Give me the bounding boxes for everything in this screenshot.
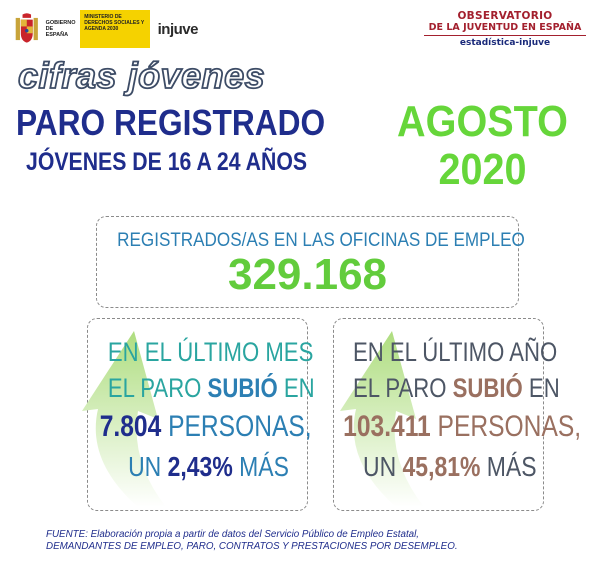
last-year-line3: 103.411 PERSONAS, xyxy=(343,410,582,443)
up-arrow-icon xyxy=(340,331,424,507)
observatorio-line2: DE LA JUVENTUD EN ESPAÑA xyxy=(424,22,586,36)
last-month-line3: 7.804 PERSONAS, xyxy=(99,410,312,443)
last-year-amount: 103.411 xyxy=(343,410,431,443)
series-title: cifras jóvenes xyxy=(17,54,266,97)
last-month-line1: EN EL ÚLTIMO MES xyxy=(107,337,314,367)
last-month-direction: SUBIÓ xyxy=(207,373,278,403)
period-label: AGOSTO 2020 xyxy=(395,98,571,194)
last-year-line1: EN EL ÚLTIMO AÑO xyxy=(352,337,558,367)
source-line1: FUENTE: Elaboración propia a partir de d… xyxy=(46,529,420,540)
ministry-label: MINISTERIO DE DERECHOS SOCIALES Y AGENDA… xyxy=(80,10,150,48)
last-month-amount: 7.804 xyxy=(99,410,162,443)
observatorio-line3: estadística-injuve xyxy=(459,38,551,48)
page-subtitle: JÓVENES DE 16 A 24 AÑOS xyxy=(26,148,308,176)
last-year-line4: UN 45,81% MÁS xyxy=(362,451,537,482)
last-year-direction: SUBIÓ xyxy=(452,373,523,403)
period-year: 2020 xyxy=(438,145,527,194)
government-text: GOBIERNO DE ESPAÑA xyxy=(45,20,76,38)
last-year-percent: 45,81% xyxy=(402,451,481,482)
observatorio-logo: OBSERVATORIO DE LA JUVENTUD EN ESPAÑA es… xyxy=(424,10,586,48)
period-month: AGOSTO xyxy=(397,97,568,146)
injuve-logo: injuve xyxy=(157,20,199,38)
coat-of-arms-icon xyxy=(15,13,38,43)
last-year-box: EN EL ÚLTIMO AÑO EL PARO SUBIÓ EN 103.41… xyxy=(333,318,582,511)
last-month-percent: 2,43% xyxy=(167,451,233,482)
page-title: PARO REGISTRADO xyxy=(16,102,326,143)
government-logo: GOBIERNO DE ESPAÑA MINISTERIO DE DERECHO… xyxy=(14,9,199,49)
last-month-line4: UN 2,43% MÁS xyxy=(128,451,289,482)
source-note: FUENTE: Elaboración propia a partir de d… xyxy=(46,529,586,553)
registered-box xyxy=(96,216,519,308)
last-month-box: EN EL ÚLTIMO MES EL PARO SUBIÓ EN 7.804 … xyxy=(82,318,315,511)
registered-label: REGISTRADOS/AS EN LAS OFICINAS DE EMPLEO xyxy=(117,230,525,251)
observatorio-line1: OBSERVATORIO xyxy=(457,10,553,22)
last-month-line2: EL PARO SUBIÓ EN xyxy=(107,373,315,403)
last-year-line2: EL PARO SUBIÓ EN xyxy=(352,373,560,403)
up-arrow-icon xyxy=(82,331,166,507)
registered-value: 329.168 xyxy=(227,250,388,299)
source-line2: DEMANDANTES DE EMPLEO, PARO, CONTRATOS Y… xyxy=(46,541,458,552)
